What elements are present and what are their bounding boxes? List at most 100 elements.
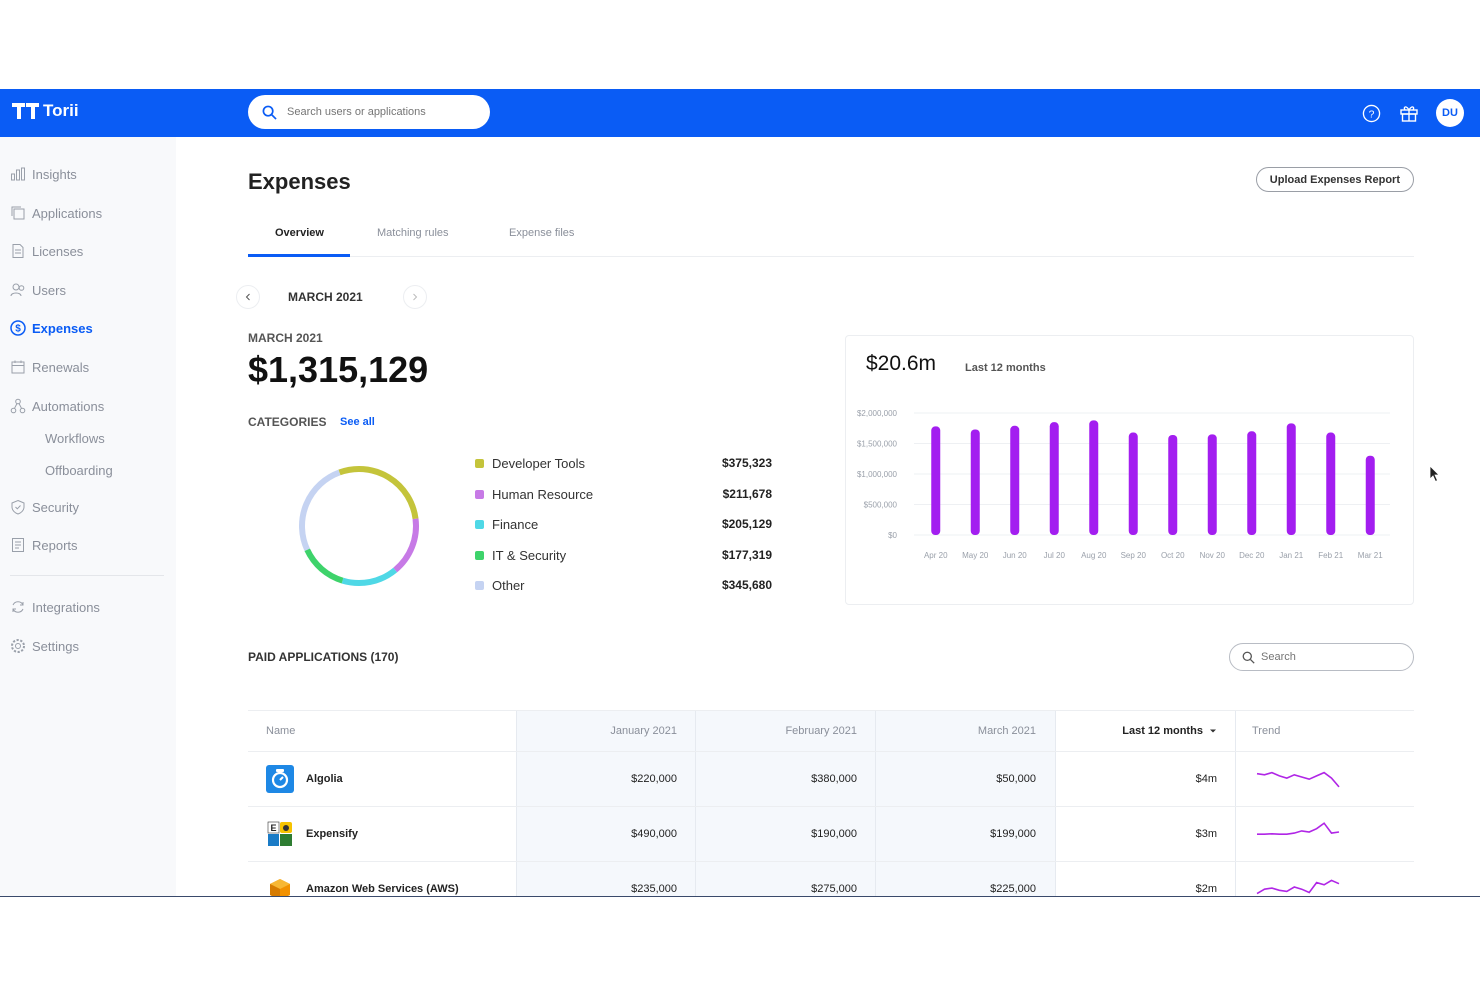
bar[interactable] (1089, 420, 1099, 535)
sidebar-item-automations[interactable]: Automations (10, 396, 104, 416)
sidebar-item-renewals[interactable]: Renewals (10, 357, 89, 377)
month-selector: MARCH 2021 (236, 285, 427, 309)
legend-label: Finance (492, 516, 539, 532)
next-month-button[interactable] (402, 285, 427, 309)
table-row[interactable]: Amazon Web Services (AWS) $235,000 $275,… (248, 862, 1414, 896)
sort-column-label: Last 12 months (1122, 725, 1203, 737)
sidebar-divider (10, 575, 164, 576)
table-header: Name January 2021 February 2021 March 20… (248, 710, 1414, 752)
bar[interactable] (931, 426, 941, 535)
column-divider (695, 710, 696, 896)
summary-total: $1,315,129 (248, 349, 429, 390)
global-search-input[interactable] (287, 106, 477, 118)
categories-heading: CATEGORIES (248, 415, 327, 429)
prev-month-button[interactable] (236, 285, 260, 309)
bar[interactable] (970, 429, 980, 535)
january-amount: $490,000 (631, 828, 677, 840)
tab-matching-rules[interactable]: Matching rules (377, 227, 449, 239)
sidebar-item-reports[interactable]: Reports (10, 535, 78, 555)
sparkline-path (1256, 771, 1340, 788)
help-icon[interactable]: ? (1360, 102, 1382, 124)
legend-item-human-resource: Human Resource $211,678 (475, 484, 775, 504)
copy-icon (11, 206, 25, 220)
bar[interactable] (1247, 431, 1257, 535)
x-tick-label: Nov 20 (1200, 551, 1226, 560)
app-name[interactable]: Expensify (306, 828, 358, 840)
users-icon (10, 283, 25, 297)
bar[interactable] (1286, 423, 1296, 535)
donut-slice-finance (341, 567, 398, 586)
see-all-link[interactable]: See all (340, 416, 375, 428)
column-divider (875, 710, 876, 896)
bar[interactable] (1326, 432, 1336, 535)
current-month: MARCH 2021 (288, 290, 363, 304)
sidebar-item-label: Renewals (32, 359, 90, 375)
upload-expenses-report-button[interactable]: Upload Expenses Report (1255, 167, 1414, 192)
page-title: Expenses (248, 169, 351, 194)
bar[interactable] (1010, 425, 1020, 535)
sidebar-item-label: Automations (32, 398, 105, 414)
column-header-february[interactable]: February 2021 (785, 725, 857, 737)
column-divider (1055, 710, 1056, 896)
sidebar-item-settings[interactable]: Settings (10, 636, 79, 656)
trend-sparkline (1256, 771, 1340, 788)
sidebar-item-label: Integrations (32, 599, 100, 615)
legend-value: $345,680 (721, 578, 772, 592)
sidebar-item-workflows[interactable]: Workflows (45, 431, 105, 446)
tab-expense-files[interactable]: Expense files (509, 227, 575, 239)
sidebar-item-label: Expenses (32, 320, 93, 336)
sidebar-item-licenses[interactable]: Licenses (10, 241, 83, 261)
chevron-right-icon (412, 293, 417, 301)
bar[interactable] (1168, 434, 1178, 535)
sidebar-item-label: Insights (32, 166, 77, 182)
app-name[interactable]: Algolia (306, 773, 343, 785)
sidebar-item-insights[interactable]: Insights (10, 164, 77, 184)
calendar-icon (11, 360, 25, 374)
column-header-january[interactable]: January 2021 (610, 725, 677, 737)
categories-donut-chart (299, 466, 419, 586)
x-tick-label: Aug 20 (1081, 551, 1107, 560)
column-header-last-12-months[interactable]: Last 12 months (1122, 725, 1217, 737)
search-icon (1242, 651, 1255, 664)
sidebar-item-expenses[interactable]: $ Expenses (10, 318, 93, 338)
sidebar-item-label: Security (32, 499, 79, 515)
gear-icon (11, 639, 25, 653)
shield-icon (11, 499, 25, 515)
sidebar-item-integrations[interactable]: Integrations (10, 597, 100, 617)
legend-item-it-security: IT & Security $177,319 (475, 545, 775, 565)
column-header-name[interactable]: Name (266, 725, 296, 737)
chart-period: Last 12 months (965, 362, 1046, 374)
sidebar-item-applications[interactable]: Applications (10, 203, 102, 223)
table-row[interactable]: Algolia $220,000 $380,000 $50,000 $4m (248, 752, 1414, 807)
bar[interactable] (1365, 455, 1375, 535)
summary-month-label: MARCH 2021 (248, 331, 323, 345)
x-tick-label: Jul 20 (1044, 551, 1066, 560)
legend-label: IT & Security (492, 547, 567, 563)
sparkline-path (1257, 822, 1340, 835)
sidebar-item-users[interactable]: Users (10, 280, 66, 300)
sidebar-item-offboarding[interactable]: Offboarding (45, 463, 113, 478)
bar[interactable] (1207, 434, 1217, 535)
sparkline-path (1256, 879, 1340, 895)
user-avatar[interactable]: DU (1436, 99, 1464, 127)
bar[interactable] (1049, 422, 1059, 535)
app-name[interactable]: Amazon Web Services (AWS) (306, 883, 459, 895)
gift-icon[interactable] (1398, 102, 1420, 124)
column-divider (1235, 710, 1236, 896)
torii-logo[interactable]: Torii (12, 101, 79, 121)
january-amount: $235,000 (631, 883, 677, 895)
column-header-march[interactable]: March 2021 (977, 725, 1036, 737)
trend-sparkline (1256, 879, 1340, 895)
paid-apps-search-input[interactable] (1261, 651, 1401, 663)
table-row[interactable]: E Expensify $490,000 $190,000 $199,000 $… (248, 807, 1414, 862)
aws-icon (270, 879, 290, 896)
torii-logo-icon (12, 103, 39, 119)
spend-chart-card: $20.6m Last 12 months $2,000,000 $1,500,0… (845, 335, 1414, 605)
tab-overview[interactable]: Overview (275, 227, 324, 239)
paid-apps-search[interactable] (1229, 643, 1414, 671)
global-search[interactable] (248, 95, 490, 129)
sidebar-item-security[interactable]: Security (10, 497, 79, 517)
bar[interactable] (1128, 432, 1138, 535)
march-amount: $50,000 (996, 773, 1036, 785)
chart-total: $20.6m (866, 352, 937, 375)
